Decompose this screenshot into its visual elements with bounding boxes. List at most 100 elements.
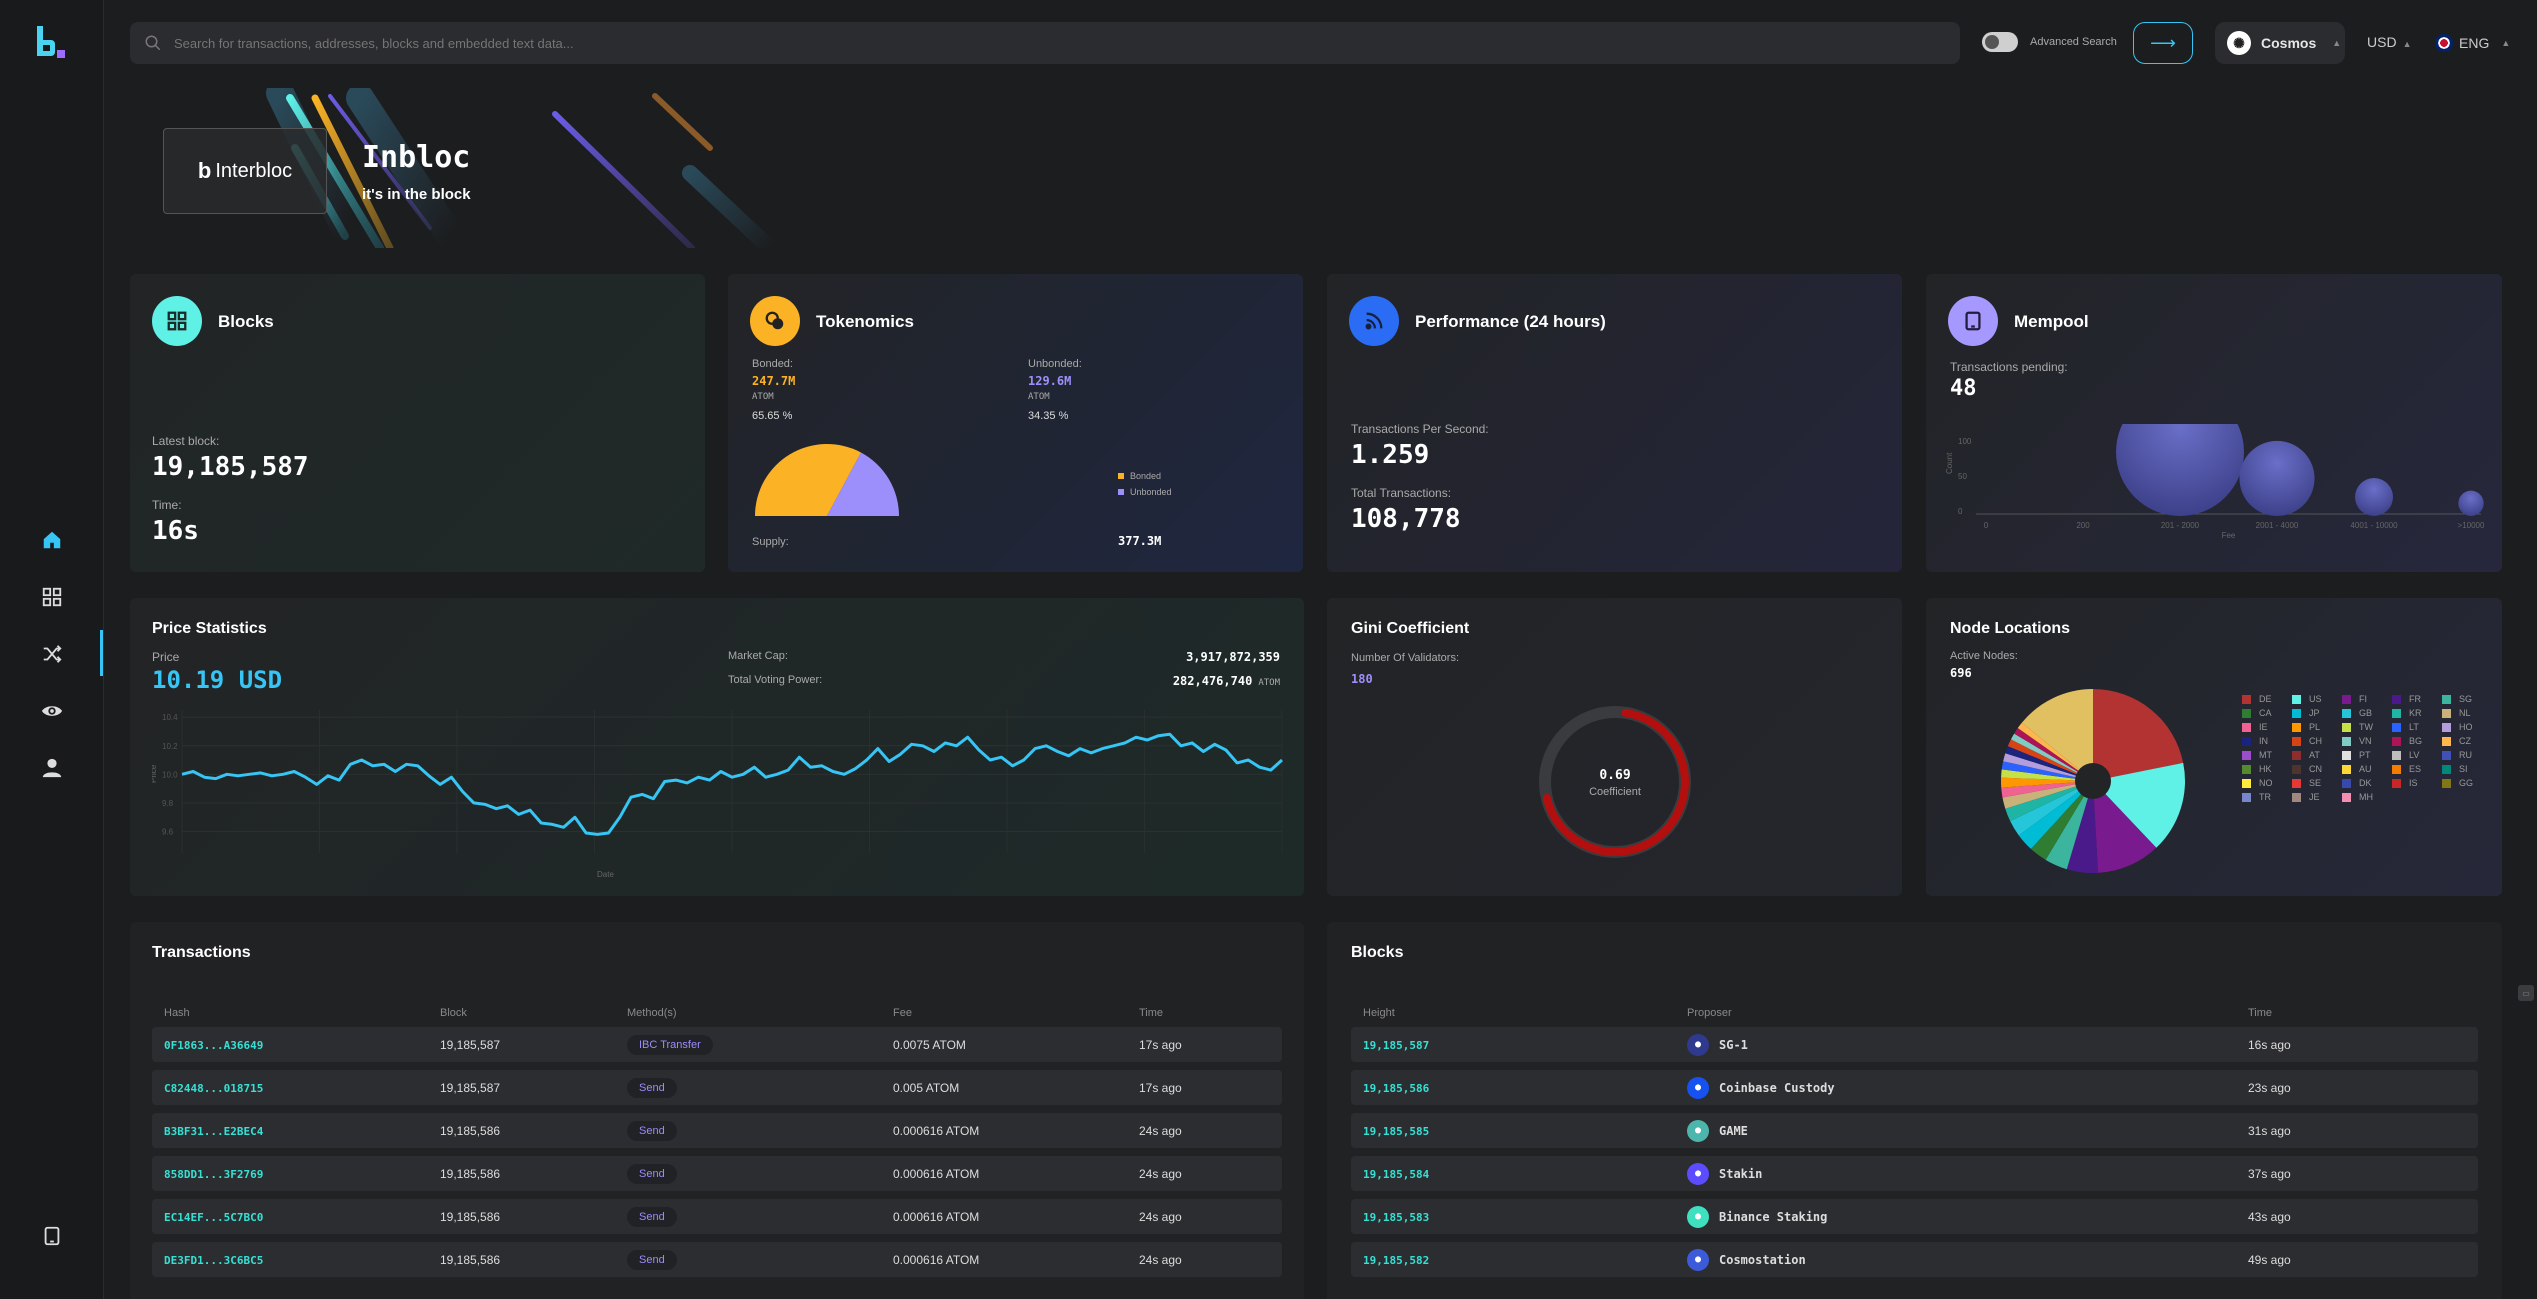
legend-item: BG xyxy=(2392,736,2442,746)
block-height-link[interactable]: 19,185,584 xyxy=(1351,1156,1675,1191)
blocks-card-title: Blocks xyxy=(218,312,274,331)
nav-transactions[interactable] xyxy=(0,634,104,674)
table-row[interactable]: EC14EF...5C7BC0 19,185,586 Send 0.000616… xyxy=(152,1199,1282,1234)
tx-block[interactable]: 19,185,586 xyxy=(428,1199,615,1234)
legend-item: LT xyxy=(2392,722,2442,732)
app-logo[interactable] xyxy=(37,26,67,60)
tx-hash-link[interactable]: DE3FD1...3C6BC5 xyxy=(152,1242,428,1277)
column-header: Fee xyxy=(893,1007,912,1019)
transactions-table-wrap: Hash Block Method(s) Fee Time 0F1863...A… xyxy=(152,999,1282,1285)
legend-item: IE xyxy=(2242,722,2292,732)
tx-hash-link[interactable]: C82448...018715 xyxy=(152,1070,428,1105)
block-height-link[interactable]: 19,185,587 xyxy=(1351,1027,1675,1062)
node-locations-pie xyxy=(2001,689,2185,873)
price-line-chart: 10.4 10.2 10.0 9.8 9.6 Price Date xyxy=(152,710,1284,879)
advanced-search-toggle[interactable] xyxy=(1982,32,2018,52)
tx-hash-link[interactable]: B3BF31...E2BEC4 xyxy=(152,1113,428,1148)
table-row[interactable]: 19,185,583 ● Binance Staking 43s ago xyxy=(1351,1199,2478,1234)
validator-avatar-icon: ● xyxy=(1687,1162,1709,1185)
validator-avatar-icon: ● xyxy=(1687,1248,1709,1271)
legend-item: ES xyxy=(2392,764,2442,774)
block-proposer[interactable]: ● GAME xyxy=(1675,1113,2236,1148)
table-row[interactable]: 858DD1...3F2769 19,185,586 Send 0.000616… xyxy=(152,1156,1282,1191)
table-row[interactable]: 19,185,582 ● Cosmostation 49s ago xyxy=(1351,1242,2478,1277)
gini-card: Gini Coefficient Number Of Validators: 1… xyxy=(1327,598,1902,896)
tx-hash-link[interactable]: EC14EF...5C7BC0 xyxy=(152,1199,428,1234)
blocks-card-icon xyxy=(152,296,202,346)
block-time: 16s ago xyxy=(2236,1027,2478,1062)
legend-item: AU xyxy=(2342,764,2392,774)
legend-item: HK xyxy=(2242,764,2292,774)
tx-time: 24s ago xyxy=(1127,1156,1282,1191)
tx-block[interactable]: 19,185,586 xyxy=(428,1113,615,1148)
tx-block[interactable]: 19,185,586 xyxy=(428,1242,615,1277)
legend-item: CZ xyxy=(2442,736,2492,746)
currency-selector[interactable]: USD ▲ xyxy=(2367,34,2411,50)
table-row[interactable]: C82448...018715 19,185,587 Send 0.005 AT… xyxy=(152,1070,1282,1105)
unbonded-percent: 34.35 % xyxy=(1028,410,1069,422)
bonded-unit: ATOM xyxy=(752,392,774,402)
tx-hash-link[interactable]: 0F1863...A36649 xyxy=(152,1027,428,1062)
hero-subtitle: it's in the block xyxy=(362,186,471,203)
table-row[interactable]: 19,185,584 ● Stakin 37s ago xyxy=(1351,1156,2478,1191)
search-input[interactable] xyxy=(174,35,1574,51)
nav-blocks[interactable] xyxy=(0,577,104,617)
mempool-card[interactable]: Mempool Transactions pending: 48 Count 10… xyxy=(1926,274,2502,572)
column-header: Hash xyxy=(164,1007,190,1019)
transactions-table: Hash Block Method(s) Fee Time 0F1863...A… xyxy=(152,999,1282,1285)
block-height-link[interactable]: 19,185,585 xyxy=(1351,1113,1675,1148)
supply-label: Supply: xyxy=(752,536,789,548)
block-proposer[interactable]: ● Binance Staking xyxy=(1675,1199,2236,1234)
x-tick: 200 xyxy=(2076,521,2090,530)
validator-avatar-icon: ● xyxy=(1687,1033,1709,1056)
advanced-search-label: Advanced Search xyxy=(2030,36,2117,48)
block-proposer[interactable]: ● Coinbase Custody xyxy=(1675,1070,2236,1105)
tokenomics-card[interactable]: Tokenomics Bonded: 247.7M ATOM 65.65 % U… xyxy=(728,274,1303,572)
voting-power-value: 282,476,740 xyxy=(1172,674,1253,688)
table-row[interactable]: DE3FD1...3C6BC5 19,185,586 Send 0.000616… xyxy=(152,1242,1282,1277)
language-selector[interactable]: ENG ▲ xyxy=(2435,34,2510,52)
x-tick: 0 xyxy=(1984,521,1989,530)
block-proposer[interactable]: ● Cosmostation xyxy=(1675,1242,2236,1277)
column-header: Time xyxy=(1139,1007,1164,1019)
advanced-search: Advanced Search xyxy=(1982,32,2117,52)
chain-selector[interactable]: ✺ Cosmos ▲ xyxy=(2215,22,2345,64)
nav-docs[interactable] xyxy=(0,1216,104,1256)
block-height-link[interactable]: 19,185,586 xyxy=(1351,1070,1675,1105)
table-row[interactable]: 19,185,587 ● SG-1 16s ago xyxy=(1351,1027,2478,1062)
block-proposer[interactable]: ● Stakin xyxy=(1675,1156,2236,1191)
table-row[interactable]: 19,185,585 ● GAME 31s ago xyxy=(1351,1113,2478,1148)
tx-fee: 0.005 ATOM xyxy=(881,1070,1127,1105)
tx-block[interactable]: 19,185,587 xyxy=(428,1027,615,1062)
legend-item: TR xyxy=(2242,792,2292,802)
mempool-bubble xyxy=(2116,424,2244,516)
table-row[interactable]: B3BF31...E2BEC4 19,185,586 Send 0.000616… xyxy=(152,1113,1282,1148)
block-proposer[interactable]: ● SG-1 xyxy=(1675,1027,2236,1062)
x-axis-label: Fee xyxy=(2222,531,2236,540)
tx-fee: 0.000616 ATOM xyxy=(881,1242,1127,1277)
table-row[interactable]: 0F1863...A36649 19,185,587 IBC Transfer … xyxy=(152,1027,1282,1062)
block-time: 31s ago xyxy=(2236,1113,2478,1148)
nav-home[interactable] xyxy=(0,520,104,560)
chevron-down-icon: ▲ xyxy=(2501,38,2511,48)
pie-slice xyxy=(2003,753,2093,781)
block-height-link[interactable]: 19,185,583 xyxy=(1351,1199,1675,1234)
y-tick: 10.2 xyxy=(162,742,178,751)
gini-value-label: Coefficient xyxy=(1589,786,1641,798)
block-height-link[interactable]: 19,185,582 xyxy=(1351,1242,1675,1277)
tx-block[interactable]: 19,185,587 xyxy=(428,1070,615,1105)
feedback-icon[interactable]: ▭ xyxy=(2518,985,2534,1001)
tx-block[interactable]: 19,185,586 xyxy=(428,1156,615,1191)
validators-value: 180 xyxy=(1351,672,1373,686)
table-row[interactable]: 19,185,586 ● Coinbase Custody 23s ago xyxy=(1351,1070,2478,1105)
tx-hash-link[interactable]: 858DD1...3F2769 xyxy=(152,1156,428,1191)
pending-value: 48 xyxy=(1950,376,1977,401)
legend-item: CA xyxy=(2242,708,2292,718)
search-submit-button[interactable]: ⟶ xyxy=(2133,22,2193,64)
performance-card-icon xyxy=(1349,296,1399,346)
blocks-card[interactable]: Blocks Latest block: 19,185,587 Time: 16… xyxy=(130,274,705,572)
performance-card[interactable]: Performance (24 hours) Transactions Per … xyxy=(1327,274,1902,572)
nav-accounts[interactable] xyxy=(0,748,104,788)
gini-card-title: Gini Coefficient xyxy=(1351,620,1470,637)
nav-validators[interactable] xyxy=(0,691,104,731)
